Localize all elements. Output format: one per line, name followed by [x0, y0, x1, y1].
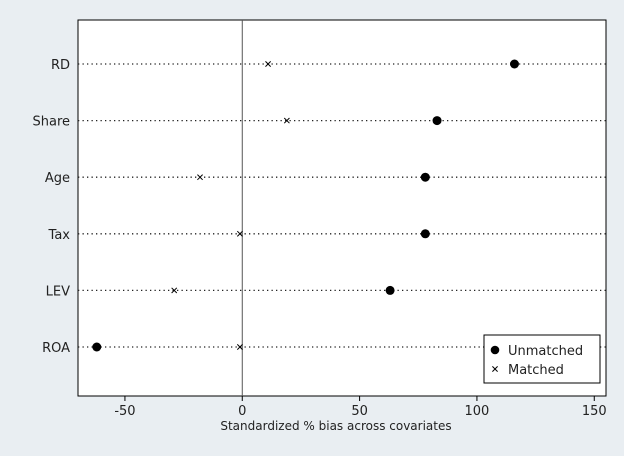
legend-marker-matched — [492, 366, 498, 372]
y-tick-labels: RD Share Age Tax LEV ROA — [32, 58, 70, 356]
unmatched-point-lev — [385, 285, 395, 295]
unmatched-point-share — [432, 116, 442, 126]
y-label-tax: Tax — [48, 228, 71, 243]
matched-point-age — [197, 174, 203, 181]
y-label-age: Age — [45, 171, 70, 186]
legend-label-matched: Matched — [508, 363, 564, 378]
y-label-roa: ROA — [42, 341, 70, 356]
x-tick-label-150: 150 — [582, 404, 607, 419]
x-tick-label-100: 100 — [465, 404, 490, 419]
data-marks — [92, 59, 519, 352]
matched-point-share — [283, 117, 290, 124]
plot-area — [77, 19, 607, 397]
unmatched-point-roa — [92, 342, 102, 352]
unmatched-point-age — [420, 172, 430, 182]
x-tick-label-0: 0 — [238, 404, 246, 419]
y-label-lev: LEV — [46, 284, 70, 299]
unmatched-point-tax — [420, 229, 430, 239]
x-tick-label--50: -50 — [114, 404, 135, 419]
x-ticks: -50 0 50 100 150 — [114, 396, 607, 419]
matched-point-roa — [236, 344, 243, 350]
y-label-rd: RD — [51, 58, 70, 73]
matched-point-rd — [265, 61, 272, 67]
unmatched-point-rd — [509, 59, 519, 69]
matched-point-tax — [236, 230, 243, 237]
legend-label-unmatched: Unmatched — [508, 344, 583, 359]
legend: Unmatched Matched — [483, 334, 601, 384]
x-tick-label-50: 50 — [351, 404, 368, 419]
y-label-share: Share — [32, 115, 70, 130]
legend-marker-unmatched — [490, 345, 500, 355]
x-axis-title: Standardized % bias across covariates — [220, 419, 451, 433]
legend-box — [483, 334, 601, 384]
plot-frame — [77, 19, 607, 397]
matched-point-lev — [171, 287, 178, 294]
